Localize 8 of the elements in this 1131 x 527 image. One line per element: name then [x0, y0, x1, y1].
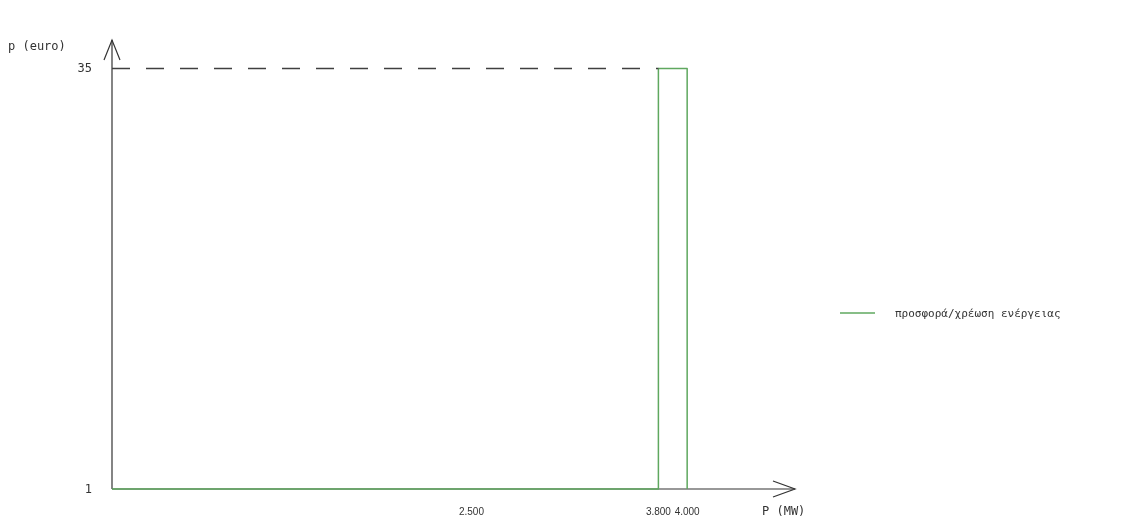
y-tick-label: 35 [77, 61, 92, 76]
y-tick-label: 1 [84, 482, 92, 496]
x-tick-label: 2.500 [458, 506, 485, 517]
y-axis-title: p (euro) [8, 39, 66, 53]
legend-label: προσφορά/χρέωση ενέργειας [895, 307, 1061, 320]
x-axis-title: P (MW) [762, 504, 806, 518]
x-tick-label: 3.800 [645, 506, 672, 517]
x-tick-label: 4.000 [674, 506, 701, 517]
